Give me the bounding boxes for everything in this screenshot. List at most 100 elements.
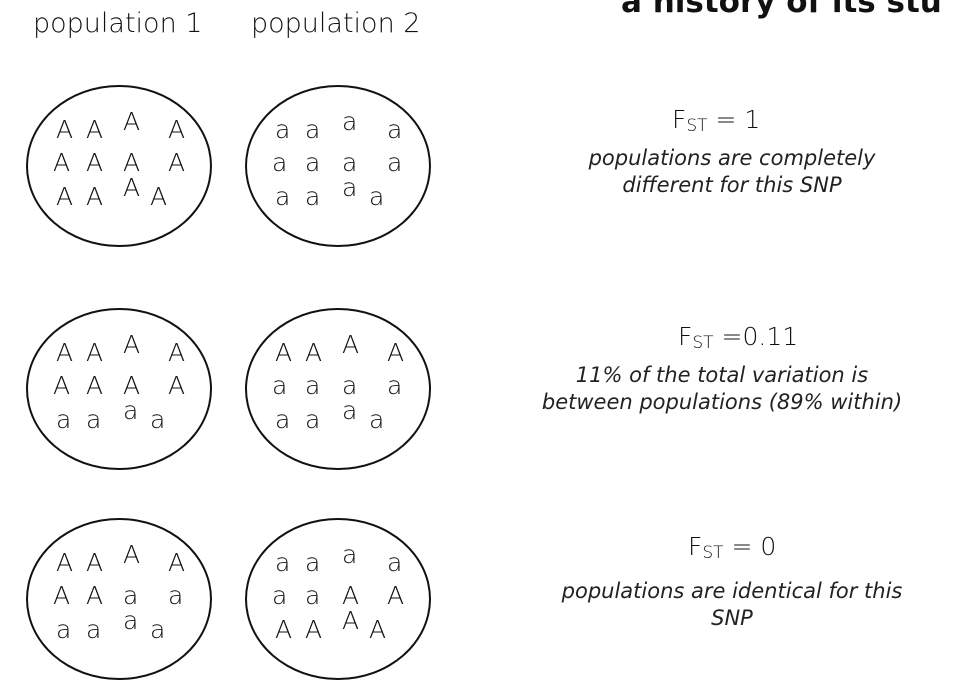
allele-recessive: a xyxy=(369,182,385,211)
allele-recessive: a xyxy=(150,615,166,644)
allele-recessive: a xyxy=(275,182,291,211)
allele-recessive: a xyxy=(342,396,358,425)
fst-letter: F xyxy=(688,532,703,561)
allele-dominant: A xyxy=(168,548,186,577)
fst-value: = 1 xyxy=(715,105,761,134)
allele-dominant: A xyxy=(387,338,405,367)
description-line: populations are identical for this xyxy=(561,579,903,603)
allele-dominant: A xyxy=(86,371,104,400)
fst-label-row3: FST = 0 xyxy=(688,532,777,563)
allele-dominant: A xyxy=(123,540,141,569)
slide-title: a history of its stu xyxy=(621,0,942,20)
allele-recessive: a xyxy=(275,405,291,434)
allele-recessive: a xyxy=(123,606,139,635)
allele-dominant: A xyxy=(56,338,74,367)
fst-label-row1: FST = 1 xyxy=(672,105,761,136)
allele-recessive: a xyxy=(123,396,139,425)
allele-dominant: A xyxy=(53,581,71,610)
allele-recessive: a xyxy=(305,548,321,577)
allele-recessive: a xyxy=(305,371,321,400)
population-1-header: population 1 xyxy=(33,8,203,39)
fst-subscript: ST xyxy=(702,543,724,563)
allele-dominant: A xyxy=(86,548,104,577)
allele-dominant: A xyxy=(305,338,323,367)
allele-recessive: a xyxy=(305,182,321,211)
allele-dominant: A xyxy=(123,173,141,202)
allele-recessive: a xyxy=(342,540,358,569)
population-2-header: population 2 xyxy=(251,8,421,39)
allele-dominant: A xyxy=(275,338,293,367)
allele-dominant: A xyxy=(342,330,360,359)
description-row3: populations are identical for this SNP xyxy=(522,578,942,633)
allele-dominant: A xyxy=(86,148,104,177)
allele-recessive: a xyxy=(123,581,139,610)
allele-dominant: A xyxy=(56,548,74,577)
allele-dominant: A xyxy=(53,371,71,400)
allele-dominant: A xyxy=(86,581,104,610)
allele-dominant: A xyxy=(150,182,168,211)
fst-letter: F xyxy=(672,105,687,134)
allele-recessive: a xyxy=(305,115,321,144)
allele-dominant: A xyxy=(168,338,186,367)
allele-dominant: A xyxy=(123,148,141,177)
allele-recessive: a xyxy=(150,405,166,434)
allele-dominant: A xyxy=(275,615,293,644)
allele-dominant: A xyxy=(86,115,104,144)
allele-recessive: a xyxy=(387,371,403,400)
allele-recessive: a xyxy=(272,581,288,610)
allele-recessive: a xyxy=(305,405,321,434)
allele-dominant: A xyxy=(86,182,104,211)
allele-recessive: a xyxy=(272,371,288,400)
allele-dominant: A xyxy=(168,115,186,144)
description-line: populations are completely xyxy=(588,146,876,170)
fst-subscript: ST xyxy=(686,116,708,136)
allele-dominant: A xyxy=(168,371,186,400)
allele-recessive: a xyxy=(342,173,358,202)
allele-recessive: a xyxy=(86,405,102,434)
allele-dominant: A xyxy=(86,338,104,367)
allele-recessive: a xyxy=(272,148,288,177)
allele-recessive: a xyxy=(369,405,385,434)
allele-recessive: a xyxy=(342,371,358,400)
description-line: different for this SNP xyxy=(622,173,842,198)
allele-recessive: a xyxy=(342,148,358,177)
allele-recessive: a xyxy=(168,581,184,610)
allele-recessive: a xyxy=(275,115,291,144)
fst-value: = 0 xyxy=(731,532,777,561)
allele-recessive: a xyxy=(56,405,72,434)
allele-recessive: a xyxy=(56,615,72,644)
fst-letter: F xyxy=(678,322,693,351)
fst-label-row2: FST =0.11 xyxy=(678,322,799,353)
allele-dominant: A xyxy=(56,115,74,144)
allele-recessive: a xyxy=(387,548,403,577)
description-row2: 11% of the total variation is between po… xyxy=(512,362,932,417)
description-row1: populations are completely different for… xyxy=(532,145,932,200)
allele-dominant: A xyxy=(56,182,74,211)
allele-dominant: A xyxy=(369,615,387,644)
allele-recessive: a xyxy=(305,581,321,610)
allele-dominant: A xyxy=(53,148,71,177)
allele-recessive: a xyxy=(342,107,358,136)
allele-recessive: a xyxy=(387,115,403,144)
allele-dominant: A xyxy=(387,581,405,610)
fst-value: =0.11 xyxy=(721,322,799,351)
allele-dominant: A xyxy=(123,107,141,136)
allele-recessive: a xyxy=(305,148,321,177)
description-line: 11% of the total variation is xyxy=(575,363,869,387)
allele-dominant: A xyxy=(305,615,323,644)
allele-dominant: A xyxy=(123,330,141,359)
description-line: SNP xyxy=(711,606,753,631)
fst-subscript: ST xyxy=(692,333,714,353)
allele-recessive: a xyxy=(387,148,403,177)
allele-dominant: A xyxy=(342,581,360,610)
description-line: between populations (89% within) xyxy=(541,390,903,415)
allele-dominant: A xyxy=(342,606,360,635)
allele-recessive: a xyxy=(275,548,291,577)
allele-dominant: A xyxy=(168,148,186,177)
allele-recessive: a xyxy=(86,615,102,644)
